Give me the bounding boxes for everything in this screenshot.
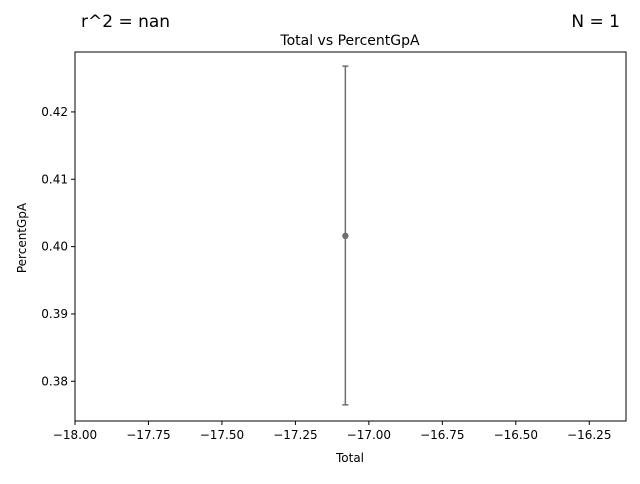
y-tick-label: 0.38 (41, 374, 68, 388)
x-tick-label: −16.75 (420, 428, 464, 442)
x-tick-label: −16.25 (567, 428, 611, 442)
sample-count-annotation: N = 1 (571, 12, 620, 32)
x-tick-label: −17.75 (126, 428, 170, 442)
chart-title: Total vs PercentGpA (279, 33, 420, 49)
plot-frame (74, 51, 627, 422)
x-tick-label: −16.50 (494, 428, 538, 442)
x-tick-label: −17.00 (347, 428, 391, 442)
y-tick-label: 0.39 (41, 307, 68, 321)
y-tick-label: 0.41 (41, 172, 68, 186)
r-squared-annotation: r^2 = nan (81, 12, 171, 32)
x-axis-label: Total (335, 451, 364, 465)
y-tick-label: 0.40 (41, 240, 68, 254)
x-tick-label: −17.50 (200, 428, 244, 442)
x-tick-label: −17.25 (273, 428, 317, 442)
data-point (342, 232, 349, 240)
y-axis-label: PercentGpA (15, 202, 29, 273)
x-tick-label: −18.00 (53, 428, 97, 442)
y-tick-label: 0.42 (41, 105, 68, 119)
